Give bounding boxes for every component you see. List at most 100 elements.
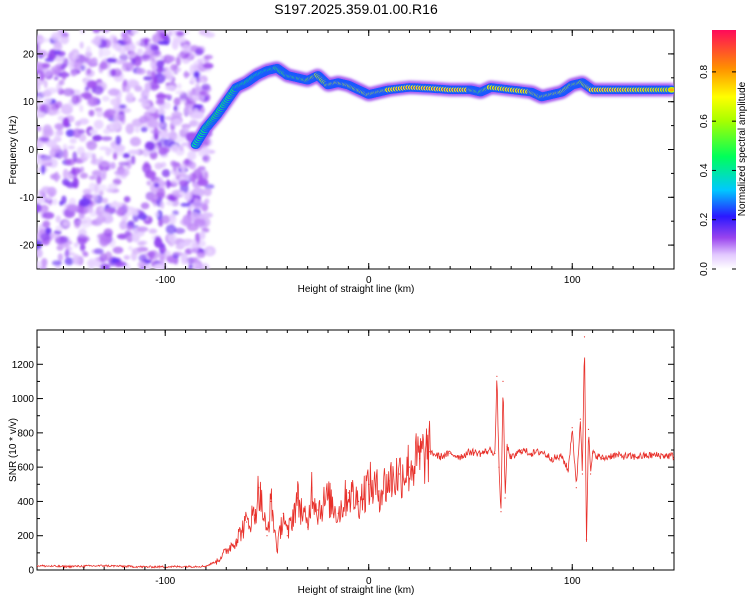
noise-speckle: [143, 111, 152, 122]
noise-speckle: [131, 58, 136, 65]
noise-speckle: [111, 42, 121, 50]
noise-speckle: [62, 88, 75, 97]
noise-speckle: [41, 63, 51, 69]
snr-point: [408, 466, 410, 468]
noise-speckle: [131, 30, 139, 34]
noise-speckle: [51, 260, 63, 266]
snr-point: [270, 500, 272, 502]
snr-point: [347, 492, 349, 494]
snr-point: [266, 535, 268, 537]
noise-speckle: [77, 219, 88, 224]
heatmap-y-tick-label: 20: [23, 49, 35, 60]
snr-y-tick-label: 200: [17, 531, 34, 542]
noise-speckle: [142, 148, 150, 157]
heatmap-y-tick-label: -20: [20, 241, 35, 252]
noise-speckle: [65, 158, 76, 166]
noise-speckle: [172, 210, 179, 216]
noise-speckle: [196, 262, 202, 269]
noise-speckle: [165, 85, 177, 91]
noise-speckle: [55, 215, 61, 223]
snr-point: [439, 456, 441, 458]
noise-speckle: [85, 86, 90, 91]
heatmap-x-tick-label: -100: [155, 275, 175, 286]
noise-speckle: [146, 180, 152, 186]
heatmap-y-tick-label: 0: [28, 145, 34, 156]
heatmap-marks: [37, 30, 674, 269]
noise-speckle: [159, 113, 165, 124]
snr-point: [388, 480, 390, 482]
noise-speckle: [168, 194, 176, 202]
noise-speckle: [92, 134, 102, 142]
noise-speckle: [90, 158, 103, 166]
noise-speckle: [154, 162, 163, 170]
snr-point: [571, 427, 573, 429]
noise-speckle: [114, 209, 124, 215]
heatmap-y-axis-label: Frequency (Hz): [8, 116, 19, 185]
noise-speckle: [175, 56, 181, 67]
noise-speckle: [152, 33, 162, 44]
noise-speckle: [179, 191, 186, 196]
noise-speckle: [199, 94, 205, 102]
noise-speckle: [101, 30, 110, 33]
noise-speckle: [92, 193, 98, 202]
snr-point: [541, 451, 543, 453]
noise-speckle: [70, 69, 77, 77]
noise-speckle: [194, 48, 204, 56]
noise-speckle: [48, 142, 57, 147]
noise-speckle: [61, 70, 67, 81]
noise-speckle: [79, 30, 86, 35]
noise-speckle: [73, 167, 81, 175]
noise-speckle: [116, 113, 125, 121]
noise-speckle: [75, 120, 81, 127]
snr-x-tick-label: 100: [564, 576, 581, 587]
noise-speckle: [170, 64, 178, 71]
snr-point: [530, 452, 533, 454]
snr-point: [494, 452, 496, 454]
noise-speckle: [175, 31, 185, 37]
noise-speckle: [72, 128, 82, 139]
noise-speckle: [203, 170, 209, 180]
noise-speckle: [172, 251, 183, 257]
noise-speckle: [153, 182, 160, 188]
noise-speckle: [178, 241, 191, 247]
noise-speckle: [62, 178, 70, 186]
noise-speckle: [130, 251, 138, 261]
noise-speckle: [100, 263, 111, 269]
noise-speckle: [53, 41, 63, 53]
noise-speckle: [193, 257, 198, 263]
noise-speckle: [101, 136, 113, 142]
noise-speckle: [37, 125, 42, 132]
snr-point: [459, 456, 461, 458]
noise-speckle: [175, 90, 185, 95]
noise-speckle: [55, 174, 61, 180]
snr-y-tick-label: 1200: [12, 360, 35, 371]
snr-point: [551, 458, 553, 460]
ridge-core: [668, 88, 674, 92]
noise-speckle: [53, 76, 59, 81]
noise-speckle: [101, 95, 110, 102]
snr-point: [480, 452, 482, 454]
noise-speckle: [207, 249, 213, 255]
snr-point: [296, 497, 299, 499]
noise-speckle: [37, 203, 42, 213]
noise-speckle: [137, 48, 143, 56]
noise-speckle: [79, 243, 86, 252]
noise-speckle: [40, 233, 51, 241]
noise-speckle: [127, 149, 140, 155]
noise-speckle: [86, 80, 98, 89]
colorbar-tick-label: 0.6: [699, 114, 710, 128]
snr-point: [504, 497, 506, 499]
noise-speckle: [98, 190, 104, 196]
noise-speckle: [132, 55, 142, 67]
noise-speckle: [186, 257, 196, 265]
noise-speckle: [93, 248, 104, 255]
noise-speckle: [153, 126, 159, 135]
noise-speckle: [200, 147, 211, 155]
noise-speckle: [88, 175, 97, 180]
noise-speckle: [203, 187, 212, 197]
noise-speckle: [88, 109, 95, 117]
snr-point: [235, 538, 237, 540]
noise-speckle: [128, 52, 137, 58]
